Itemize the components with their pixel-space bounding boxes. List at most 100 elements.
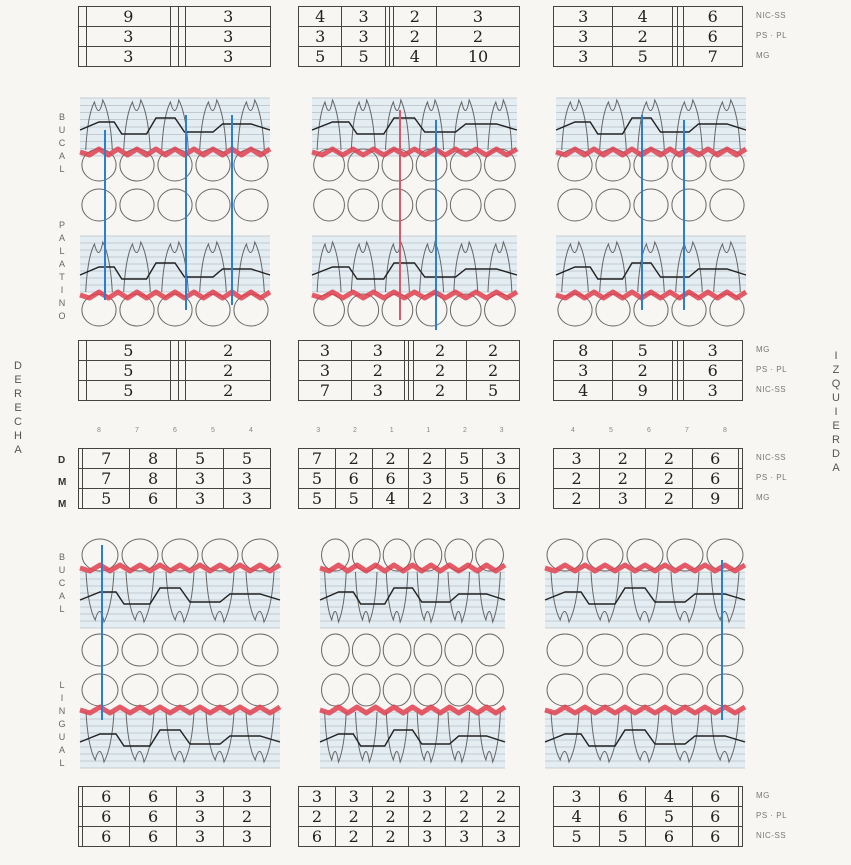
lower-lingual-2-root (478, 711, 501, 764)
table-cell: 3 (408, 826, 447, 847)
upper-buccal-gingival-margin (79, 146, 272, 158)
upper-buccal-1-root (199, 98, 227, 151)
upper-palatal-2-crown (347, 293, 380, 327)
upper-palatal-1-root (123, 240, 151, 293)
lower-lingual-3-crown (666, 673, 704, 707)
upper-occlusal-3-crown (595, 188, 631, 222)
lower-occlusal-1-crown (121, 633, 159, 667)
lower-lingual-3-crown (626, 673, 664, 707)
row-letter: M (58, 477, 67, 488)
tooth-number: 8 (723, 427, 727, 434)
upper-palatal-2-root (419, 240, 445, 293)
tooth-number: 7 (685, 427, 689, 434)
upper-palatal-3-root (713, 240, 741, 293)
upper-buccal-1-root (85, 98, 113, 151)
lower-lingual-2-root (385, 711, 409, 764)
lower-occlusal-1-crown (241, 633, 279, 667)
table-cell: 6 (691, 826, 739, 847)
lower-lingual-2-crown (351, 673, 381, 707)
lower-lingual-1-crown (201, 673, 239, 707)
right-side-label: DERECHA (10, 360, 24, 463)
upper-occlusal-3-crown (633, 188, 669, 222)
tooth-number: 6 (647, 427, 651, 434)
lower-buccal-3-root (710, 571, 740, 624)
legend-label: NIC-SS (756, 11, 787, 20)
upper-palatal-3-root (675, 240, 703, 293)
table-cell: 5 (612, 46, 673, 67)
lower-buccal-3-crown (666, 538, 704, 572)
table-cell: 6 (371, 468, 410, 489)
lower-buccal-3-root (550, 571, 580, 624)
lower-lingual-1-crown (121, 673, 159, 707)
lower-occlusal-3-crown (586, 633, 624, 667)
row-letters: D M M (58, 450, 66, 516)
lower-buccal-2-root (354, 571, 378, 624)
upper-buccal-2-root (350, 98, 376, 151)
table-cell: 5 (334, 488, 373, 509)
table-cell: 2 (298, 806, 336, 827)
upper-palatal-probing-line (311, 262, 518, 280)
upper-occlusal-2-crown (347, 188, 380, 222)
table-cell: 4 (392, 46, 438, 67)
legend-label: PS · PL (756, 473, 788, 482)
table-cell (677, 46, 684, 67)
legend-label: MG (756, 791, 770, 800)
upper-palatal-1-root (199, 240, 227, 293)
legend-top: NIC-SS PS · PL MG (756, 6, 787, 66)
row-letter: M (58, 499, 67, 510)
lower-occlusal-2-crown (444, 633, 474, 667)
lower-lingual-gingival-margin (544, 704, 747, 716)
upper-buccal-label: BUCAL (56, 112, 67, 180)
lower-lingual-1-root (85, 711, 115, 764)
lower-occlusal-3-crown (546, 633, 584, 667)
table-cell: 5 (297, 46, 343, 67)
table-cell: 9 (691, 488, 739, 509)
table-cell: 3 (185, 46, 271, 67)
lower-lingual-3-root (630, 711, 660, 764)
lower-buccal-gingival-margin (544, 562, 747, 574)
upper-occlusal-3-crown (671, 188, 707, 222)
lower-occlusal-3-crown (706, 633, 744, 667)
legend-label: NIC-SS (756, 453, 787, 462)
legend-label: NIC-SS (756, 385, 787, 394)
right-side-text: DERECHA (12, 360, 24, 458)
tooth-number: 4 (249, 427, 253, 434)
lower-buccal-2-crown (413, 538, 443, 572)
upper-buccal-2-crown (347, 148, 380, 182)
upper-occlusal-2-crown (484, 188, 516, 222)
lower-buccal-2-crown (382, 538, 412, 572)
table-cell: 4 (552, 380, 614, 401)
table-cell: 6 (298, 826, 336, 847)
tooth-number: 4 (571, 427, 575, 434)
upper-buccal-2-root (316, 98, 342, 151)
lower-occlusal-2-crown (475, 633, 504, 667)
table-cell: 3 (482, 826, 520, 847)
upper-palatal-label: PALATINO (56, 220, 67, 327)
legend-bottom: MG PS · PL NIC-SS (756, 786, 787, 846)
legend-label: NIC-SS (756, 831, 787, 840)
lower-lingual-3-root (550, 711, 580, 764)
lower-buccal-gingival-margin (319, 562, 507, 574)
row-letter: D (58, 455, 66, 466)
upper-palatal-1-root (237, 240, 265, 293)
upper-palatal-2-root (487, 240, 513, 293)
lower-lingual-1-crown (161, 673, 199, 707)
upper-palatal-3-root (599, 240, 627, 293)
left-side-text: IZQUIERDA (830, 350, 842, 476)
